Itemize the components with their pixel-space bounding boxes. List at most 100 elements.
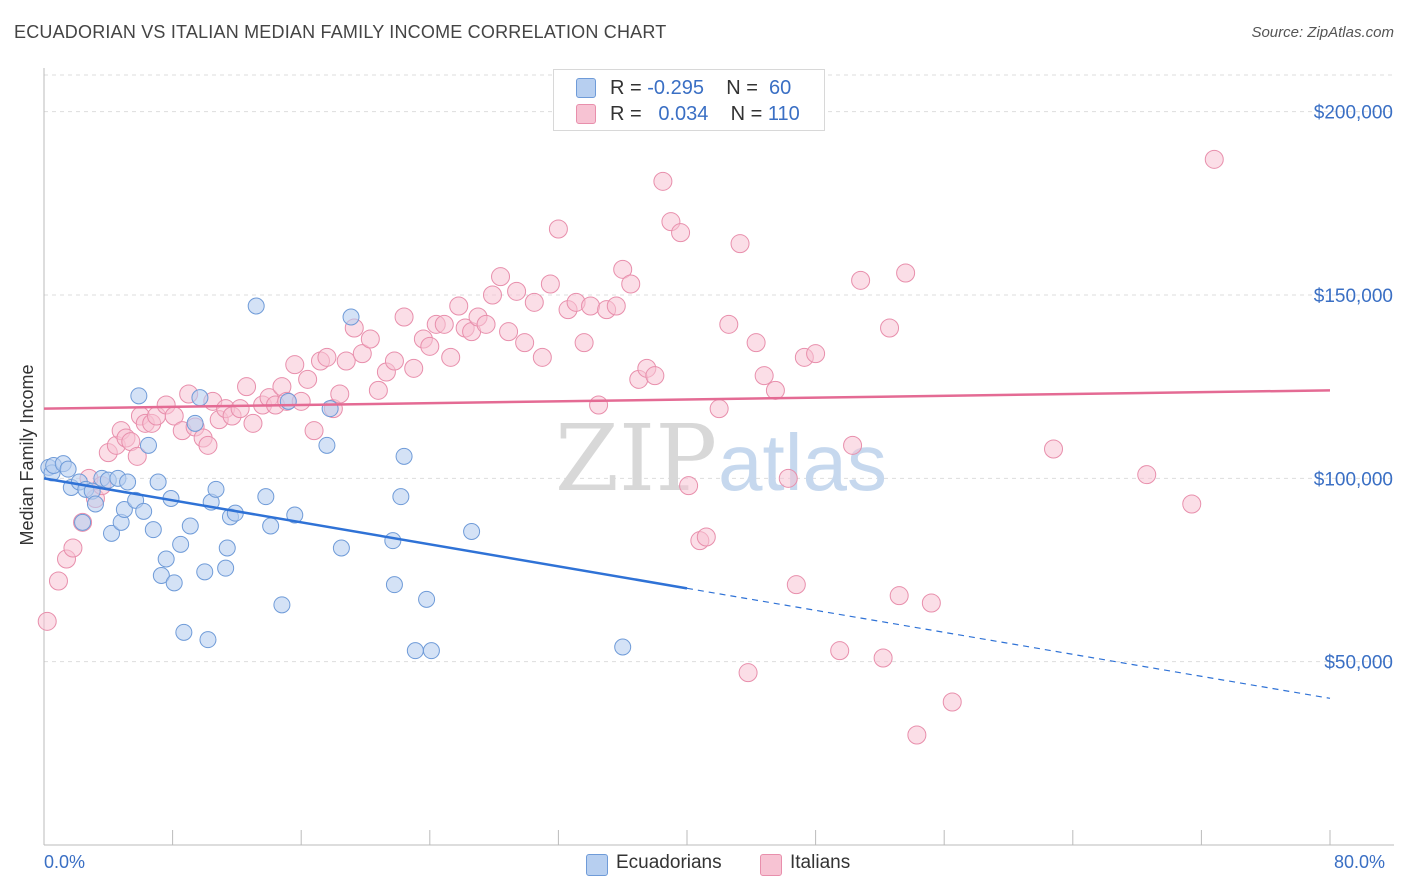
r-label: R = — [610, 77, 642, 99]
italians-point — [679, 476, 699, 496]
italians-point — [830, 641, 850, 661]
ecuadorians-swatch — [576, 78, 596, 98]
italians-point — [548, 219, 568, 239]
italians-point — [507, 281, 527, 301]
italians-point — [873, 648, 893, 668]
italians-legend-label: Italians — [790, 852, 851, 873]
italians-point — [360, 329, 380, 349]
italians-point — [237, 377, 257, 397]
italians-point — [581, 296, 601, 316]
italians-point — [653, 171, 673, 191]
italians-point — [230, 399, 250, 419]
x-axis-max-label: 80.0% — [1334, 852, 1386, 872]
n-value-italians: 110 — [767, 103, 800, 125]
italians-point — [907, 725, 927, 745]
grid-layer — [44, 74, 1394, 663]
italians-point — [63, 538, 83, 558]
italians-point — [719, 314, 739, 334]
ecuadorians-point — [119, 473, 137, 491]
ecuadorians-point — [418, 590, 436, 608]
italians-point — [613, 259, 633, 279]
italians-points — [37, 149, 1224, 745]
ecuadorians-point — [342, 308, 360, 326]
ecuadorians-trend-extension — [686, 587, 1331, 699]
ecuadorians-legend-label: Ecuadorians — [616, 852, 722, 873]
ecuadorians-point — [262, 517, 280, 535]
ecuadorians-point — [196, 563, 214, 581]
ecuadorians-point — [218, 539, 236, 557]
italians-point — [709, 399, 729, 419]
italians-point — [476, 314, 496, 334]
italians-point — [1204, 149, 1224, 169]
italians-point — [243, 413, 263, 433]
ecuadorians-point — [152, 567, 170, 584]
italians-point — [843, 435, 863, 455]
ecuadorians-point — [207, 480, 225, 498]
ecuadorians-point — [59, 460, 77, 478]
italians-point — [37, 611, 57, 631]
ecuadorians-point — [135, 502, 153, 520]
italians-point — [499, 322, 519, 342]
y-tick-label: $100,000 — [1314, 469, 1393, 490]
italians-point — [786, 575, 806, 595]
italians-point — [889, 586, 909, 606]
italians-point — [921, 593, 941, 613]
ecuadorians-point — [144, 521, 162, 539]
r-value-italians: 0.034 — [658, 103, 709, 125]
italians-point — [198, 435, 218, 455]
italians-swatch — [576, 104, 596, 124]
italians-point — [754, 366, 774, 386]
italians-swatch — [760, 854, 782, 876]
italians-point — [434, 314, 454, 334]
italians-point — [880, 318, 900, 338]
italians-point — [896, 263, 916, 283]
ecuadorians-point — [175, 623, 193, 641]
ecuadorians-point — [392, 488, 410, 506]
italians-point — [336, 351, 356, 371]
ecuadorians-swatch — [586, 854, 608, 876]
italians-point — [645, 366, 665, 386]
y-tick-label: $50,000 — [1324, 653, 1393, 674]
ecuadorians-point — [463, 523, 481, 540]
watermark: ZIP atlas — [555, 405, 887, 512]
ecuadorians-point — [279, 392, 297, 410]
ecuadorians-point — [191, 389, 209, 407]
n-label: N = — [726, 77, 758, 99]
italians-point — [298, 369, 318, 389]
italians-point — [384, 351, 404, 371]
legend-italians-text: R = 0.034 N = 110 — [610, 103, 800, 126]
ecuadorians-point — [321, 400, 339, 418]
italians-point — [524, 292, 544, 312]
ecuadorians-point — [199, 631, 217, 649]
ecuadorians-point — [86, 495, 104, 513]
italians-point — [806, 344, 826, 364]
italians-point — [441, 347, 461, 367]
italians-point — [304, 421, 324, 441]
italians-point — [285, 355, 305, 375]
ecuadorians-point — [139, 436, 157, 454]
italians-point — [606, 296, 626, 316]
italians-point — [532, 347, 552, 367]
y-tick-label: $200,000 — [1314, 103, 1393, 124]
ecuadorians-point — [181, 517, 199, 535]
ecuadorians-point — [406, 642, 424, 660]
italians-point — [738, 663, 758, 683]
italians-point — [317, 347, 337, 367]
y-axis-label: Median Family Income — [17, 364, 37, 545]
italians-point — [851, 270, 871, 290]
watermark-atlas: atlas — [718, 418, 887, 507]
ecuadorians-point — [332, 539, 350, 557]
ecuadorians-point — [385, 576, 403, 594]
ecuadorians-point — [217, 559, 235, 577]
ecuadorians-point — [172, 535, 190, 553]
ecuadorians-point — [74, 513, 92, 531]
ecuadorians-trend-line — [43, 477, 688, 590]
ecuadorians-point — [422, 642, 440, 660]
italians-point — [621, 274, 641, 294]
y-tick-labels: $50,000 $100,000 $150,000 $200,000 — [1314, 103, 1393, 674]
italians-point — [449, 296, 469, 316]
italians-point — [1137, 465, 1157, 485]
chart-title: ECUADORIAN VS ITALIAN MEDIAN FAMILY INCO… — [14, 22, 667, 42]
trend-lines — [43, 389, 1331, 699]
